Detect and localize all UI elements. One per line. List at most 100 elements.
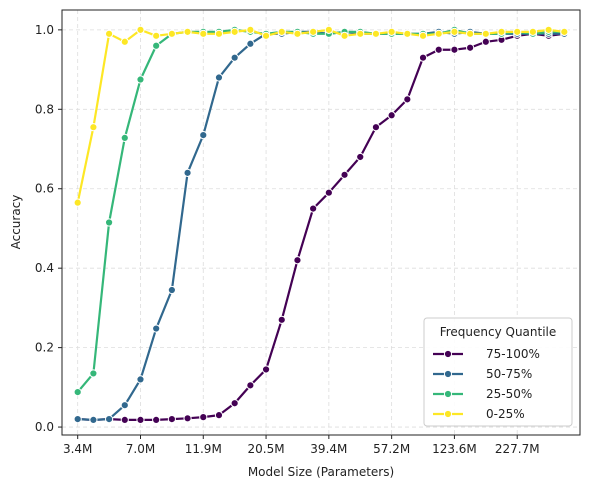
data-point: [340, 170, 349, 179]
data-point: [418, 31, 428, 40]
data-point: [73, 388, 82, 397]
y-tick-label: 0.4: [35, 261, 54, 275]
data-point: [309, 27, 318, 36]
legend-box: [423, 317, 573, 427]
series-layer: [73, 25, 569, 425]
data-point: [277, 315, 286, 324]
legend-title: Frequency Quantile: [440, 325, 557, 339]
data-point: [434, 45, 443, 54]
grid: [62, 10, 580, 435]
data-point: [356, 152, 365, 162]
data-point: [246, 381, 255, 390]
data-point: [418, 53, 428, 62]
data-point: [261, 365, 271, 374]
data-point: [120, 37, 129, 46]
data-point: [152, 41, 161, 50]
data-point: [277, 27, 286, 36]
data-point: [450, 27, 459, 36]
y-tick-label: 1.0: [35, 23, 54, 37]
data-point: [120, 133, 129, 142]
data-point: [466, 43, 475, 52]
x-tick-label: 57.2M: [373, 442, 410, 456]
y-axis: 0.0 0.2 0.4 0.6 0.8 1.0: [35, 23, 62, 434]
legend-swatch-marker: [443, 389, 453, 399]
data-point: [104, 218, 114, 227]
x-tick-label: 227.7M: [495, 442, 540, 456]
x-tick-label: 39.4M: [310, 442, 347, 456]
data-point: [246, 39, 255, 48]
legend-swatch-marker: [443, 409, 453, 419]
series-75-100%: [73, 29, 569, 425]
data-point: [403, 29, 412, 38]
data-point: [120, 401, 129, 410]
data-point: [104, 29, 114, 38]
data-point: [89, 415, 98, 425]
legend-entry: 50-75%: [433, 367, 532, 381]
data-point: [403, 95, 412, 104]
legend-label: 25-50%: [486, 387, 532, 401]
data-point: [120, 415, 129, 425]
data-point: [199, 131, 208, 140]
data-point: [513, 27, 522, 36]
x-tick-label: 20.5M: [248, 442, 285, 456]
data-point: [230, 399, 239, 408]
data-point: [340, 31, 349, 40]
data-point: [104, 415, 114, 424]
data-point: [73, 415, 82, 424]
data-point: [230, 53, 239, 62]
x-tick-label: 11.9M: [185, 442, 222, 456]
legend-label: 0-25%: [486, 407, 525, 421]
x-axis-label: Model Size (Parameters): [248, 465, 394, 479]
x-axis: 3.4M 7.0M 11.9M 20.5M 39.4M 57.2M 123.6M 227.7M: [63, 435, 540, 456]
data-point: [136, 25, 145, 34]
data-point: [560, 27, 569, 36]
x-tick-label: 3.4M: [63, 442, 92, 456]
data-point: [152, 324, 161, 333]
data-point: [214, 29, 224, 38]
y-axis-label: Accuracy: [9, 195, 23, 250]
data-point: [136, 375, 145, 384]
series-0-25%: [73, 25, 569, 207]
data-point: [167, 29, 176, 38]
data-point: [450, 45, 459, 54]
data-point: [481, 29, 490, 38]
data-point: [167, 415, 176, 424]
data-point: [183, 27, 192, 36]
data-point: [309, 204, 318, 213]
data-point: [199, 29, 208, 38]
data-point: [497, 27, 506, 36]
data-point: [293, 256, 302, 265]
y-tick-label: 0.6: [35, 182, 54, 196]
legend-entry: 75-100%: [433, 347, 540, 361]
data-point: [371, 123, 381, 132]
data-point: [387, 27, 396, 36]
data-point: [152, 415, 161, 425]
data-point: [544, 25, 553, 34]
plot-frame: [61, 9, 581, 436]
data-point: [324, 25, 333, 34]
data-point: [214, 411, 224, 420]
legend-swatch-marker: [443, 369, 453, 379]
data-point: [466, 29, 475, 38]
data-point: [434, 29, 443, 38]
data-point: [89, 369, 98, 378]
data-point: [481, 37, 490, 46]
data-point: [167, 285, 176, 295]
legend-entry: 25-50%: [433, 387, 532, 401]
data-point: [73, 198, 82, 207]
data-point: [261, 31, 271, 40]
x-tick-label: 7.0M: [126, 442, 155, 456]
y-tick-label: 0.2: [35, 341, 54, 355]
data-point: [528, 27, 538, 36]
data-point: [293, 29, 302, 38]
data-point: [136, 415, 145, 425]
data-point: [246, 25, 255, 34]
data-point: [387, 111, 396, 120]
data-point: [356, 29, 365, 38]
data-point: [214, 73, 224, 82]
x-tick-label: 123.6M: [432, 442, 477, 456]
data-point: [183, 168, 192, 177]
data-point: [371, 29, 381, 38]
y-tick-label: 0.0: [35, 420, 54, 434]
